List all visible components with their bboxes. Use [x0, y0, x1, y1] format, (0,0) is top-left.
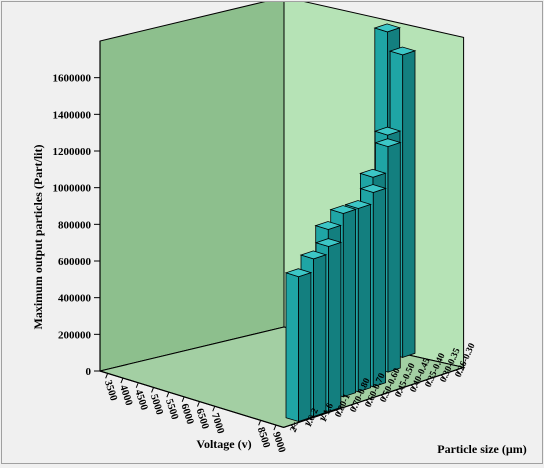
bar-top-face: [373, 126, 402, 136]
y-tick-label: 1400000: [53, 109, 92, 121]
z-tick-mark: [365, 399, 371, 405]
y-tick-label: 800000: [58, 219, 92, 231]
x-tick-mark: [135, 382, 139, 388]
x-tick-mark: [212, 406, 216, 412]
x-axis-line: [99, 370, 284, 428]
bar-side-face: [372, 187, 387, 388]
bar-top-face: [373, 23, 402, 33]
bar-top-face: [314, 221, 342, 230]
x-axis-label: Voltage (v): [196, 437, 251, 451]
x-tick-mark: [166, 391, 170, 398]
bar-top-face: [284, 268, 313, 278]
bar-top-face: [344, 200, 372, 209]
bar-side-face: [387, 141, 401, 373]
bar-top-face: [314, 238, 343, 247]
z-tick-mark: [305, 419, 311, 425]
y-tick-label: 200000: [58, 329, 92, 341]
x-tick-mark: [181, 396, 185, 403]
x-tick-label: 5000: [148, 393, 165, 416]
x-tick-mark: [120, 377, 124, 384]
x-tick-mark: [273, 424, 277, 431]
bar-top-face: [329, 205, 357, 214]
x-tick-label: 8500: [255, 426, 272, 449]
x-tick-label: 9000: [270, 431, 287, 454]
x-tick-label: 4500: [132, 388, 149, 411]
bar-side-face: [342, 208, 357, 398]
bar-chart-3d: 0 200000 400000 600000 800000 1000000 1200000 1…: [31, 0, 527, 456]
bar-side-face: [328, 241, 342, 413]
z-tick-mark: [290, 424, 296, 430]
z-tick-mark: [440, 374, 446, 380]
z-tick-mark: [380, 394, 386, 400]
bar-side-face: [357, 203, 372, 393]
bar-top-face: [374, 138, 402, 148]
bar-9000-1.6-2: [284, 268, 313, 423]
z-tick-mark: [425, 379, 431, 385]
bar-top-face: [388, 46, 417, 56]
x-tick-mark: [258, 420, 262, 426]
z-axis-line: [283, 366, 464, 428]
z-tick-mark: [335, 409, 341, 415]
y-tick-label: 1200000: [53, 146, 92, 158]
z-tick-mark: [455, 369, 461, 375]
bar-front-face: [285, 272, 300, 423]
y-axis-label: Maximum output particles (Part/lit): [31, 145, 45, 330]
x-tick-label: 7000: [209, 412, 226, 435]
bar-side-face: [298, 272, 312, 423]
z-axis-label: Particle size (µm): [437, 442, 527, 456]
bar-top-face: [359, 168, 387, 178]
y-tick-label: 1600000: [53, 73, 92, 85]
bar-side-face: [402, 50, 416, 358]
y-tick-label: 0: [86, 366, 92, 378]
x-tick-label: 6000: [178, 402, 195, 425]
z-tick-mark: [410, 384, 416, 390]
x-tick-label: 4000: [117, 384, 134, 407]
y-tick-label: 1000000: [53, 183, 92, 195]
bar-side-face: [313, 254, 327, 418]
x-tick-label: 5500: [163, 398, 180, 421]
y-tick-label: 400000: [58, 293, 92, 305]
z-tick-mark: [320, 414, 326, 420]
x-tick-mark: [105, 373, 109, 379]
x-tick-mark: [151, 387, 155, 393]
left-wall: [99, 0, 285, 372]
x-tick-label: 6500: [194, 407, 211, 430]
z-tick-label: 2<: [289, 421, 302, 434]
x-tick-label: 3500: [102, 379, 119, 402]
z-tick-mark: [395, 389, 401, 395]
z-tick-mark: [350, 404, 356, 410]
bar-top-face: [359, 184, 387, 193]
x-tick-mark: [196, 401, 200, 407]
bar-top-face: [299, 250, 328, 260]
y-tick-label: 600000: [58, 256, 92, 268]
